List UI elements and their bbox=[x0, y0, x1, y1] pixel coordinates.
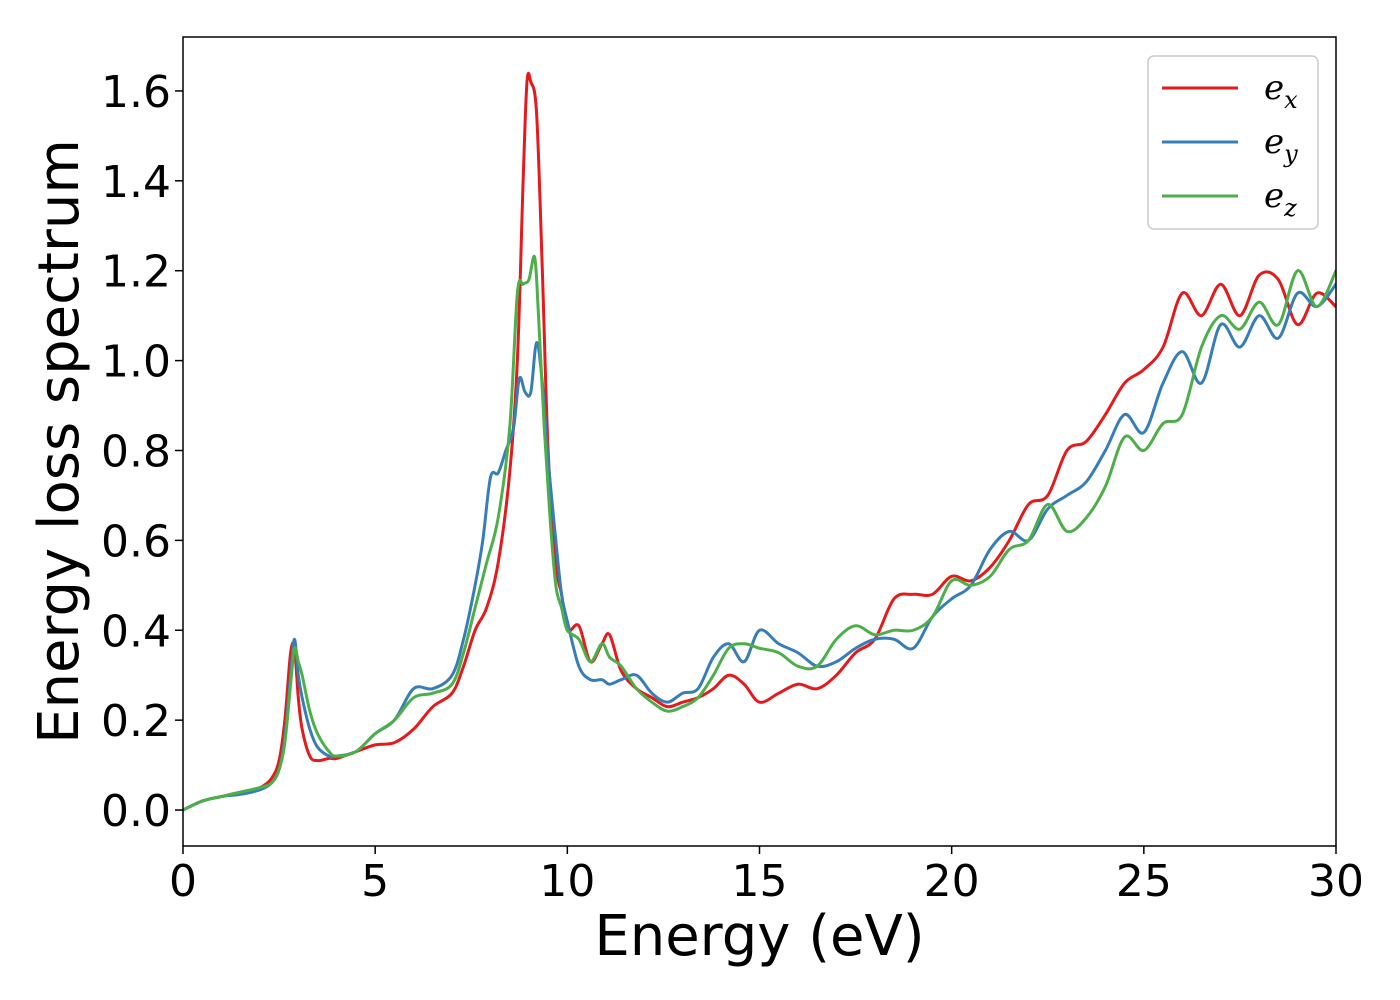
legend-label-y: ey bbox=[1264, 122, 1298, 168]
series-line-z bbox=[183, 254, 1336, 812]
x-axis-title: Energy (eV) bbox=[594, 904, 924, 969]
y-tick-label: 0.4 bbox=[101, 606, 171, 657]
legend: ex ey ez bbox=[1147, 55, 1319, 230]
series-line-y bbox=[183, 282, 1336, 812]
y-tick-label: 1.0 bbox=[101, 337, 171, 388]
x-tick-label: 5 bbox=[361, 856, 389, 907]
x-axis: 0 5 10 15 20 25 30 bbox=[169, 846, 1364, 907]
y-axis: 0.0 0.2 0.4 0.6 0.8 1.0 1.2 1.4 1.6 bbox=[101, 67, 183, 837]
x-tick-label: 10 bbox=[539, 856, 595, 907]
y-tick-label: 0.6 bbox=[101, 516, 171, 567]
x-tick-label: 25 bbox=[1116, 856, 1172, 907]
legend-label-x: ex bbox=[1264, 68, 1298, 114]
y-tick-label: 0.2 bbox=[101, 696, 171, 747]
y-tick-label: 0.0 bbox=[101, 786, 171, 837]
y-tick-label: 1.2 bbox=[101, 247, 171, 298]
x-tick-label: 20 bbox=[924, 856, 980, 907]
y-tick-label: 0.8 bbox=[101, 426, 171, 477]
y-axis-title: Energy loss spectrum bbox=[27, 139, 92, 744]
x-tick-label: 30 bbox=[1308, 856, 1364, 907]
x-tick-label: 15 bbox=[732, 856, 788, 907]
y-tick-label: 1.6 bbox=[101, 67, 171, 118]
legend-label-z: ez bbox=[1264, 176, 1297, 222]
series-layer bbox=[183, 71, 1336, 812]
x-tick-label: 0 bbox=[169, 856, 197, 907]
y-tick-label: 1.4 bbox=[101, 157, 171, 208]
